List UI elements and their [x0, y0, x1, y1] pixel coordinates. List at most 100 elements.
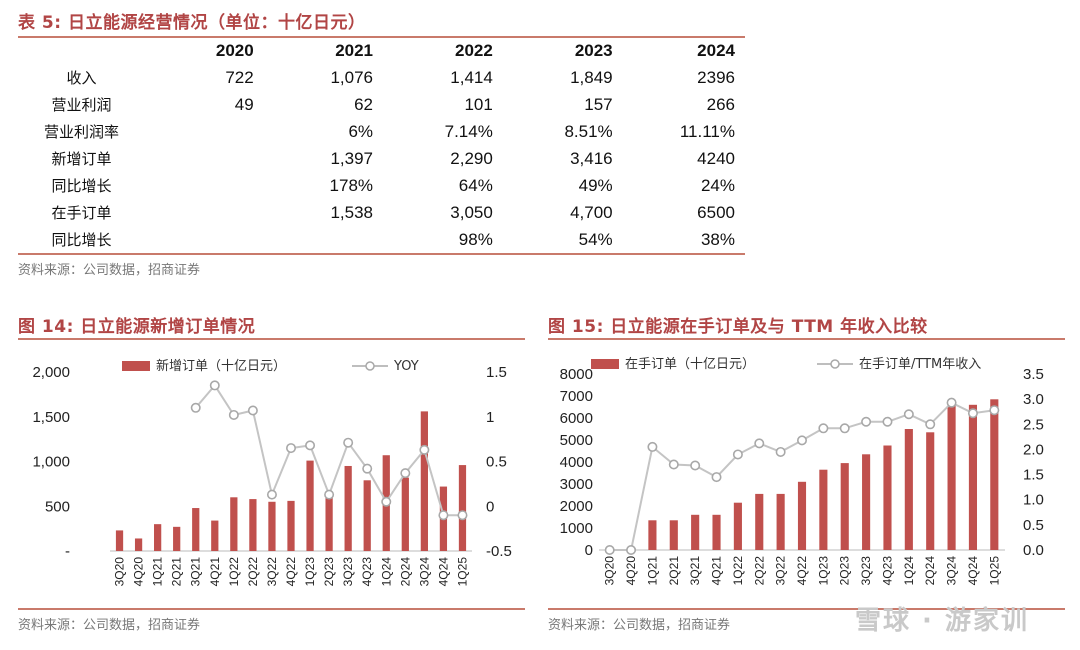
- table-row-label: 在手订单: [51, 204, 112, 222]
- chart15-source: 资料来源：公司数据，招商证券: [548, 618, 731, 633]
- bar: [192, 508, 200, 551]
- line-point: [419, 444, 430, 455]
- chart15-bottom-rule: [548, 608, 1065, 610]
- x-axis-tick-label: 2Q21: [170, 557, 184, 587]
- x-axis-tick-label: 3Q22: [774, 556, 788, 586]
- right-axis-tick-label: 2.0: [1023, 441, 1044, 458]
- table-cell: 1,414: [450, 67, 493, 87]
- table-row: 收入 722 1,076 1,414 1,849 2396: [18, 64, 745, 91]
- chart15-title-rule: [548, 338, 1065, 340]
- left-axis-tick-label: 1,000: [32, 454, 70, 471]
- table-header-2024: 2024: [697, 40, 735, 60]
- table-header-2022: 2022: [455, 40, 493, 60]
- table-cell: 11.11%: [679, 121, 735, 141]
- x-axis-tick-label: 3Q23: [341, 557, 355, 587]
- bar: [287, 500, 295, 551]
- table-row-label: 营业利润: [51, 96, 112, 114]
- left-axis-tick-label: 6000: [560, 410, 593, 427]
- bar: [648, 520, 657, 550]
- table-title: 表 5: 日立能源经营情况（单位：十亿日元）: [18, 13, 366, 33]
- right-axis-tick-label: -0.5: [486, 543, 512, 560]
- line-point: [732, 449, 743, 460]
- x-axis-tick-label: 4Q22: [795, 556, 809, 586]
- line-point: [861, 416, 872, 427]
- bar: [230, 497, 238, 551]
- bar: [344, 465, 352, 551]
- table-cell: 24%: [700, 175, 735, 195]
- table-row: 同比增长 178% 64% 49% 24%: [18, 172, 745, 199]
- line-point: [228, 409, 239, 420]
- line-point: [668, 459, 679, 470]
- x-axis-tick-label: 3Q20: [113, 557, 127, 587]
- table-cell: 1,849: [570, 67, 613, 87]
- x-axis-tick-label: 2Q21: [667, 556, 681, 586]
- table-row-label: 收入: [66, 69, 97, 87]
- right-axis-tick-label: 0.0: [1023, 542, 1044, 559]
- bar: [883, 445, 892, 550]
- x-axis-tick-label: 4Q21: [710, 556, 724, 586]
- x-axis-tick-label: 2Q22: [246, 557, 260, 587]
- table-title-rule: [18, 36, 745, 38]
- right-axis-tick-label: 1.5: [1023, 467, 1044, 484]
- right-axis-tick-label: 2.5: [1023, 416, 1044, 433]
- x-axis-tick-label: 3Q24: [945, 556, 959, 586]
- x-axis-tick-label: 3Q21: [688, 556, 702, 586]
- table-cell: [145, 199, 264, 226]
- x-axis-tick-label: 4Q23: [880, 556, 894, 586]
- bar: [926, 432, 935, 550]
- x-axis-tick-label: 4Q23: [360, 557, 374, 587]
- legend-line-label: 在手订单/TTM年收入: [859, 357, 981, 372]
- line-point: [797, 435, 808, 446]
- right-axis-tick-label: 3.5: [1023, 366, 1044, 383]
- x-axis-tick-label: 1Q24: [379, 557, 393, 587]
- right-axis-tick-label: 3.0: [1023, 391, 1044, 408]
- line-point: [626, 545, 637, 556]
- line-point: [457, 510, 468, 521]
- table-source: 资料来源：公司数据，招商证券: [18, 263, 201, 278]
- table-cell: 1,538: [330, 202, 374, 222]
- bar: [840, 463, 849, 550]
- bar: [401, 477, 409, 551]
- line-point: [400, 468, 411, 479]
- bar: [115, 530, 124, 551]
- table-cell: 178%: [329, 175, 374, 195]
- table-cell: 4240: [697, 148, 735, 168]
- table-row: 同比增长 98% 54% 38%: [18, 226, 745, 253]
- line-point: [247, 405, 258, 416]
- bar: [947, 404, 956, 550]
- table-row-label: 同比增长: [51, 231, 112, 249]
- operating-table: 2020 2021 2022 2023 2024 收入 722 1,076 1,414 1,84…: [18, 37, 745, 253]
- legend-line-marker: [830, 359, 840, 369]
- table-cell: 54%: [578, 229, 613, 249]
- table-cell: 722: [225, 67, 254, 87]
- line-point: [818, 423, 829, 434]
- line-point: [190, 402, 201, 413]
- left-axis-tick-label: 8000: [560, 366, 593, 383]
- table-cell: 1,076: [330, 67, 374, 87]
- bar: [776, 493, 785, 550]
- line-point: [946, 397, 957, 408]
- table-cell: 98%: [458, 229, 493, 249]
- left-axis-tick-label: 3000: [560, 476, 593, 493]
- left-axis-tick-label: 500: [45, 498, 70, 515]
- table-cell: 49: [234, 94, 254, 114]
- table-cell: 2,290: [450, 148, 493, 168]
- line-point: [967, 408, 978, 419]
- left-axis-tick-label: 2,000: [32, 364, 70, 381]
- left-axis-tick-label: 2000: [560, 498, 593, 515]
- left-axis-tick-label: 5000: [560, 432, 593, 449]
- x-axis-tick-label: 1Q23: [816, 556, 830, 586]
- bar: [712, 514, 721, 550]
- left-axis-tick-label: 7000: [560, 388, 593, 405]
- left-axis-tick-label: 1000: [560, 520, 593, 537]
- bar: [733, 502, 742, 550]
- table-cell: [145, 118, 264, 145]
- line-point: [647, 441, 658, 452]
- table-cell: 38%: [700, 229, 735, 249]
- x-axis-tick-label: 2Q24: [923, 556, 937, 586]
- table-cell: 2396: [697, 67, 735, 87]
- table-cell: [264, 226, 383, 253]
- line-point: [343, 437, 354, 448]
- bar: [755, 493, 764, 550]
- table-cell: 3,050: [450, 202, 493, 222]
